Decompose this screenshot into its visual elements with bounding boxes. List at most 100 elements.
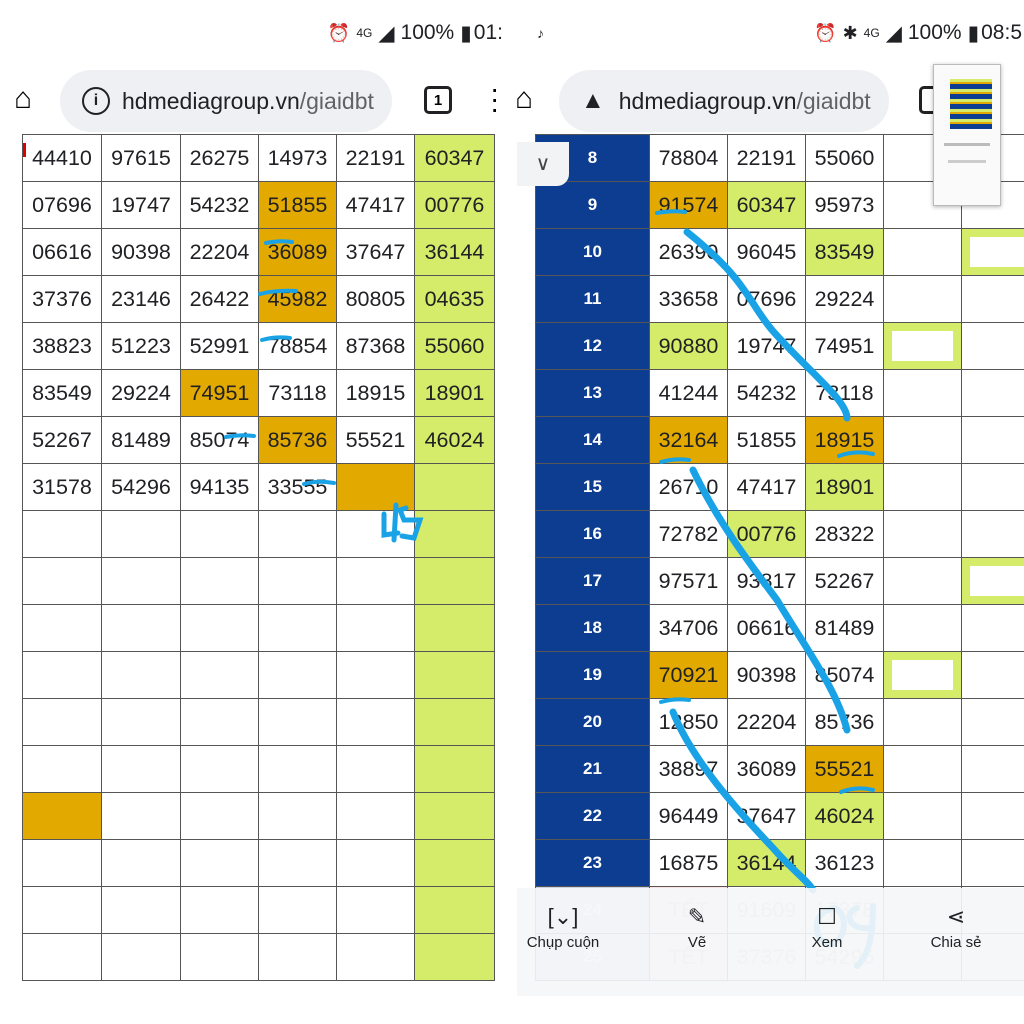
grid-cell: 26422: [180, 275, 259, 323]
grid-cell: 51855: [258, 181, 337, 229]
grid-cell: [101, 698, 181, 746]
table-cell: [883, 463, 962, 511]
grid-cell: [336, 698, 415, 746]
grid-cell: 37647: [336, 228, 415, 276]
grid-cell: [180, 933, 259, 981]
table-cell: 60347: [727, 181, 806, 229]
table-row: 14 32164 51855 18915: [535, 416, 1024, 464]
view-button[interactable]: ☐ Xem: [797, 904, 857, 951]
table-cell: 18901: [805, 463, 884, 511]
row-number: 16: [535, 510, 650, 558]
tab-switcher-button[interactable]: 1: [424, 86, 452, 114]
table-cell: 18915: [805, 416, 884, 464]
grid-cell: [336, 886, 415, 934]
table-cell: 33658: [649, 275, 728, 323]
signal-icon: ◢: [885, 21, 902, 45]
address-bar: ⌂ i hdmediagroup.vn/giaidbt 1 · · ·: [0, 68, 507, 134]
share-button[interactable]: ⋖ Chia sẻ: [921, 904, 991, 951]
status-bar: ♪ ⏰ ✱ 4G ◢ 100% ▮ 08:5: [517, 0, 1024, 66]
table-cell: 73118: [805, 369, 884, 417]
battery-percent: 100%: [907, 21, 962, 44]
table-cell: 41244: [649, 369, 728, 417]
grid-cell: 06616: [22, 228, 102, 276]
grid-cell: [22, 510, 102, 558]
menu-dots-icon[interactable]: · · ·: [490, 73, 500, 124]
row-number: 13: [535, 369, 650, 417]
alarm-icon: ⏰: [814, 22, 837, 43]
grid-row: 37376 23146 26422 45982 80805 04635: [22, 275, 495, 323]
grid-cell: 83549: [22, 369, 102, 417]
info-icon[interactable]: i: [82, 87, 110, 115]
table-cell: [883, 228, 962, 276]
table-cell: 96449: [649, 792, 728, 840]
table-cell: 93817: [727, 557, 806, 605]
home-icon[interactable]: ⌂: [517, 82, 534, 115]
tab-switcher-button[interactable]: [919, 86, 944, 114]
grid-cell: 55521: [336, 416, 415, 464]
table-cell: 00776: [727, 510, 806, 558]
clock: 08:5: [981, 21, 1022, 44]
row-number: 14: [535, 416, 650, 464]
battery-icon: ▮: [967, 21, 980, 45]
signal-icon: ◢: [378, 21, 395, 45]
battery-percent: 100%: [400, 21, 455, 44]
grid-cell: [336, 839, 415, 887]
grid-cell: [258, 698, 337, 746]
grid-cell: [258, 933, 337, 981]
table-row: 20 12850 22204 85736: [535, 698, 1024, 746]
table-cell: [883, 510, 962, 558]
table-cell: 36089: [727, 745, 806, 793]
grid-cell: 23146: [101, 275, 181, 323]
grid-cell: 36089: [258, 228, 337, 276]
grid-cell: 33555: [258, 463, 337, 511]
row-number: 12: [535, 322, 650, 370]
grid-cell: 19747: [101, 181, 181, 229]
url-field[interactable]: ▲ hdmediagroup.vn/giaidbt: [559, 70, 889, 132]
collapse-tab[interactable]: ∨: [517, 142, 569, 186]
grid-cell: 18901: [414, 369, 495, 417]
alarm-icon: ⏰: [327, 22, 351, 43]
grid-cell: 85736: [258, 416, 337, 464]
grid-row: [22, 698, 495, 746]
table-cell: [961, 416, 1024, 464]
table-cell: [961, 651, 1024, 699]
table-cell: [883, 322, 962, 370]
draw-button[interactable]: ✎ Vẽ: [667, 904, 727, 951]
grid-row: 52267 81489 85074 85736 55521 46024: [22, 416, 495, 464]
table-cell: [883, 651, 962, 699]
screenshot-preview-thumbnail[interactable]: [933, 64, 1001, 206]
bluetooth-icon: ✱: [842, 22, 858, 43]
grid-cell: 26275: [180, 134, 259, 182]
grid-cell: [414, 933, 495, 981]
table-cell: 12850: [649, 698, 728, 746]
scroll-capture-button[interactable]: [⌄] Chụp cuộn: [523, 904, 603, 951]
row-number: 21: [535, 745, 650, 793]
table-row: 22 96449 37647 46024: [535, 792, 1024, 840]
grid-cell: [101, 604, 181, 652]
table-cell: [961, 322, 1024, 370]
table-cell: 36123: [805, 839, 884, 887]
table-cell: [883, 369, 962, 417]
grid-cell: 74951: [180, 369, 259, 417]
grid-row: [22, 792, 495, 840]
grid-cell: [180, 792, 259, 840]
table-cell: [883, 698, 962, 746]
table-cell: [883, 604, 962, 652]
grid-cell: 97615: [101, 134, 181, 182]
share-label: Chia sẻ: [930, 934, 982, 951]
grid-cell: [22, 839, 102, 887]
grid-cell: [336, 792, 415, 840]
grid-cell: 44410: [22, 134, 102, 182]
table-cell: 85074: [805, 651, 884, 699]
battery-icon: ▮: [460, 21, 472, 45]
home-icon[interactable]: ⌂: [14, 82, 33, 115]
screenshot-toolbar: [⌄] Chụp cuộn ✎ Vẽ ☐ Xem ⋖ Chia sẻ: [517, 888, 1024, 996]
table-cell: [961, 369, 1024, 417]
view-icon: ☐: [817, 904, 837, 929]
row-number: 15: [535, 463, 650, 511]
url-field[interactable]: i hdmediagroup.vn/giaidbt: [60, 70, 392, 132]
grid-cell: [22, 792, 102, 840]
warning-icon[interactable]: ▲: [581, 87, 605, 114]
table-cell: 07696: [727, 275, 806, 323]
grid-cell: [101, 745, 181, 793]
